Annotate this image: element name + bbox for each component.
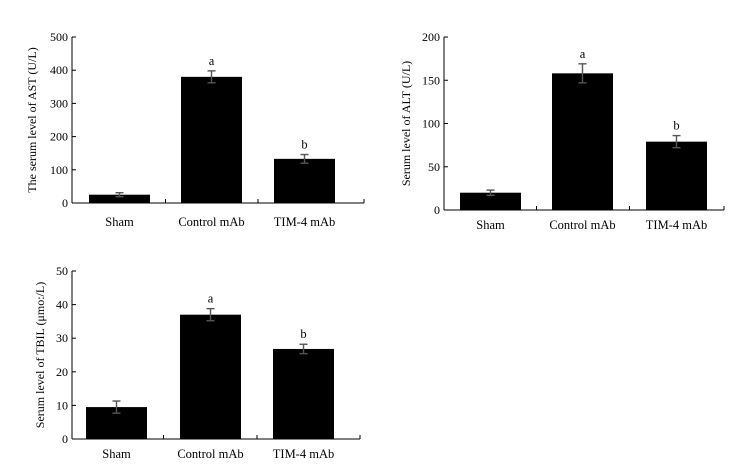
error-bar [578,63,587,84]
bar-control-mab [181,76,242,203]
y-tick-label: 500 [50,30,68,44]
y-tick-label: 150 [422,73,440,87]
category-label: Control mAb [549,218,615,232]
y-tick-label: 50 [56,264,68,278]
y-axis-label: Serum level of TBIL (μmo:/L) [33,282,47,428]
bar-tim-4-mab [273,348,334,439]
significance-label: a [208,292,214,306]
chart-alt: 0 50 100 150 200 Sham a Control mAb b TIM-4 mAb Se… [399,30,725,232]
category-label: Control mAb [177,447,243,461]
bar-sham [89,194,150,203]
bar-control-mab [552,73,613,210]
y-tick-label: 40 [56,298,68,312]
error-bar [300,153,309,164]
error-bar [206,307,215,322]
error-bar [115,192,124,198]
y-tick-label: 200 [50,130,68,144]
bar-tim-4-mab [274,158,335,203]
y-tick-label: 10 [56,398,68,412]
y-tick-label: 0 [434,203,440,217]
error-bar [299,343,308,355]
y-tick-label: 100 [422,117,440,131]
category-label: Sham [105,215,134,229]
error-bar [486,189,495,196]
y-axis-label: The serum level of AST (U/L) [25,47,39,192]
category-label: TIM-4 mAb [274,215,335,229]
y-tick-label: 200 [422,30,440,44]
chart-tbil: 0 10 20 30 40 50 Sham a Control mAb b TIM-4 mAb Ser… [33,264,361,461]
y-tick-label: 100 [50,163,68,177]
y-tick-label: 0 [62,432,68,446]
y-tick-label: 400 [50,63,68,77]
significance-label: b [673,119,679,133]
significance-label: b [301,138,307,152]
category-label: TIM-4 mAb [646,218,707,232]
error-bar [112,400,121,414]
category-label: TIM-4 mAb [273,447,334,461]
bar-tim-4-mab [646,141,707,210]
error-bar [672,134,681,149]
chart-ast: 0 100 200 300 400 500 Sham a Control mAb b TIM-4 m… [25,30,365,229]
y-tick-label: 300 [50,96,68,110]
y-tick-label: 20 [56,365,68,379]
bar-sham [460,192,521,210]
y-tick-label: 30 [56,331,68,345]
significance-label: a [580,47,586,61]
y-axis-label: Serum level of ALT (U/L) [399,61,413,186]
error-bar [207,70,216,84]
significance-label: a [209,54,215,68]
y-tick-label: 50 [428,160,440,174]
category-label: Control mAb [178,215,244,229]
significance-label: b [300,327,306,341]
category-label: Sham [476,218,505,232]
y-tick-label: 0 [62,196,68,210]
bar-control-mab [180,314,241,439]
category-label: Sham [102,447,131,461]
